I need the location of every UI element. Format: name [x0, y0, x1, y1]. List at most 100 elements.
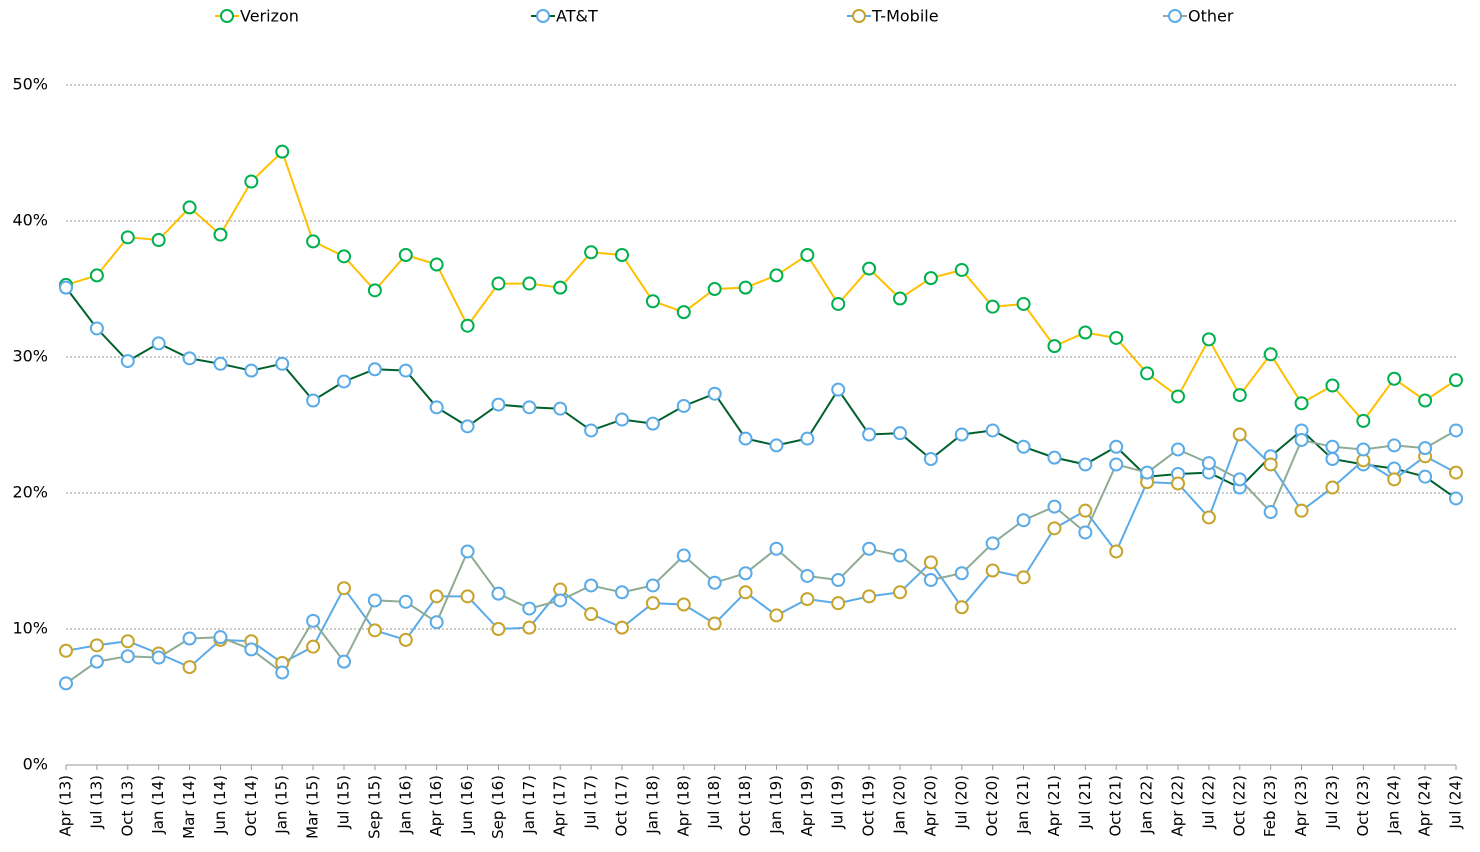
series-marker [1109, 544, 1124, 559]
x-tick-label: Jan (16) [396, 775, 414, 835]
y-tick-label: 40% [12, 211, 48, 230]
x-tick-label: Jul (15) [335, 775, 353, 830]
x-tick-label: Jan (24) [1385, 775, 1403, 835]
series-marker [893, 585, 907, 600]
series-marker [522, 620, 537, 635]
series-marker [1449, 423, 1463, 438]
x-tick-label: Jan (18) [643, 775, 661, 835]
x-tick-label: Oct (13) [118, 775, 136, 837]
series-marker [275, 144, 290, 159]
series-marker [1294, 396, 1309, 411]
series-marker [275, 356, 290, 371]
series-marker [1294, 503, 1309, 518]
x-tick-label: Mar (14) [180, 775, 198, 839]
series-marker [831, 296, 846, 311]
x-tick-label: Jan (14) [149, 775, 167, 835]
series-marker [615, 585, 629, 600]
x-tick-label: Oct (21) [1107, 775, 1125, 837]
series-marker [182, 631, 197, 646]
series-marker [676, 548, 691, 563]
series-marker [707, 616, 722, 631]
series-marker [1201, 456, 1216, 471]
series-marker [831, 382, 846, 397]
series-marker [120, 354, 135, 369]
series-marker [337, 654, 351, 669]
series-marker [831, 596, 846, 611]
series-marker [800, 592, 815, 607]
series-line [65, 432, 1457, 669]
series-marker [213, 630, 228, 645]
series-marker [1109, 439, 1124, 454]
series-marker [59, 280, 73, 295]
series-marker [800, 431, 815, 446]
series-marker [831, 573, 846, 588]
series-marker [553, 401, 568, 416]
series-marker [1325, 439, 1340, 454]
series-marker [1387, 472, 1402, 487]
x-tick-label: Jan (20) [891, 775, 909, 835]
series-marker [151, 650, 166, 665]
series-marker [923, 452, 938, 466]
x-tick-label: Jul (22) [1199, 775, 1217, 830]
series-marker [1418, 393, 1433, 408]
series-marker [1171, 442, 1185, 457]
x-tick-label: Jan (22) [1138, 775, 1156, 835]
series-marker [337, 581, 351, 596]
x-tick-label: Jul (24) [1447, 775, 1465, 830]
series-marker [707, 386, 722, 401]
x-tick-label: Jul (13) [87, 775, 105, 830]
x-tick-label: Mar (15) [304, 775, 322, 839]
series-marker [491, 586, 506, 601]
series-marker [491, 622, 506, 636]
y-tick-label: 10% [12, 619, 48, 638]
series-marker [1078, 325, 1093, 340]
series-marker [862, 589, 877, 604]
series-marker [1325, 480, 1340, 495]
series-marker [1109, 457, 1124, 472]
x-tick-label: Apr (21) [1045, 775, 1063, 837]
series-marker [491, 276, 506, 291]
x-tick-label: Jul (23) [1323, 775, 1341, 830]
x-tick-label: Oct (17) [613, 775, 631, 837]
series-marker [306, 393, 321, 408]
series-marker [1078, 457, 1093, 472]
series-marker [707, 282, 722, 296]
series-marker [1047, 450, 1062, 465]
series-marker [460, 589, 475, 604]
series-marker [584, 607, 599, 622]
series-marker [1356, 442, 1371, 457]
series-marker [645, 294, 660, 309]
series-marker [584, 578, 599, 593]
series-marker [985, 536, 1000, 551]
series-marker [1325, 452, 1340, 466]
series-marker [1078, 503, 1093, 518]
x-tick-label: Sep (15) [365, 775, 383, 839]
series-marker [676, 305, 691, 320]
series-marker [89, 268, 104, 283]
series-marker [398, 248, 413, 262]
series-marker [460, 544, 475, 559]
series-marker [460, 318, 475, 333]
series-marker [584, 423, 599, 438]
series-marker [244, 363, 259, 378]
series-marker [645, 578, 660, 593]
series-marker [120, 230, 135, 245]
series-line [65, 429, 1457, 685]
x-tick-label: Jan (15) [273, 775, 291, 835]
y-tick-label: 50% [12, 75, 48, 94]
series-marker [738, 585, 753, 600]
y-tick-label: 20% [12, 483, 48, 502]
series-marker [460, 419, 475, 434]
series-marker [306, 234, 321, 249]
legend-label: Other [1188, 7, 1234, 26]
y-tick-label: 0% [23, 755, 48, 774]
series-marker [738, 566, 753, 581]
series-marker [244, 642, 259, 657]
series-marker [398, 632, 413, 647]
series-marker [59, 643, 73, 658]
series-marker [954, 262, 969, 277]
series-marker [367, 362, 382, 377]
series-marker [769, 268, 784, 283]
series-marker [893, 426, 907, 441]
x-tick-label: Apr (16) [427, 775, 445, 837]
